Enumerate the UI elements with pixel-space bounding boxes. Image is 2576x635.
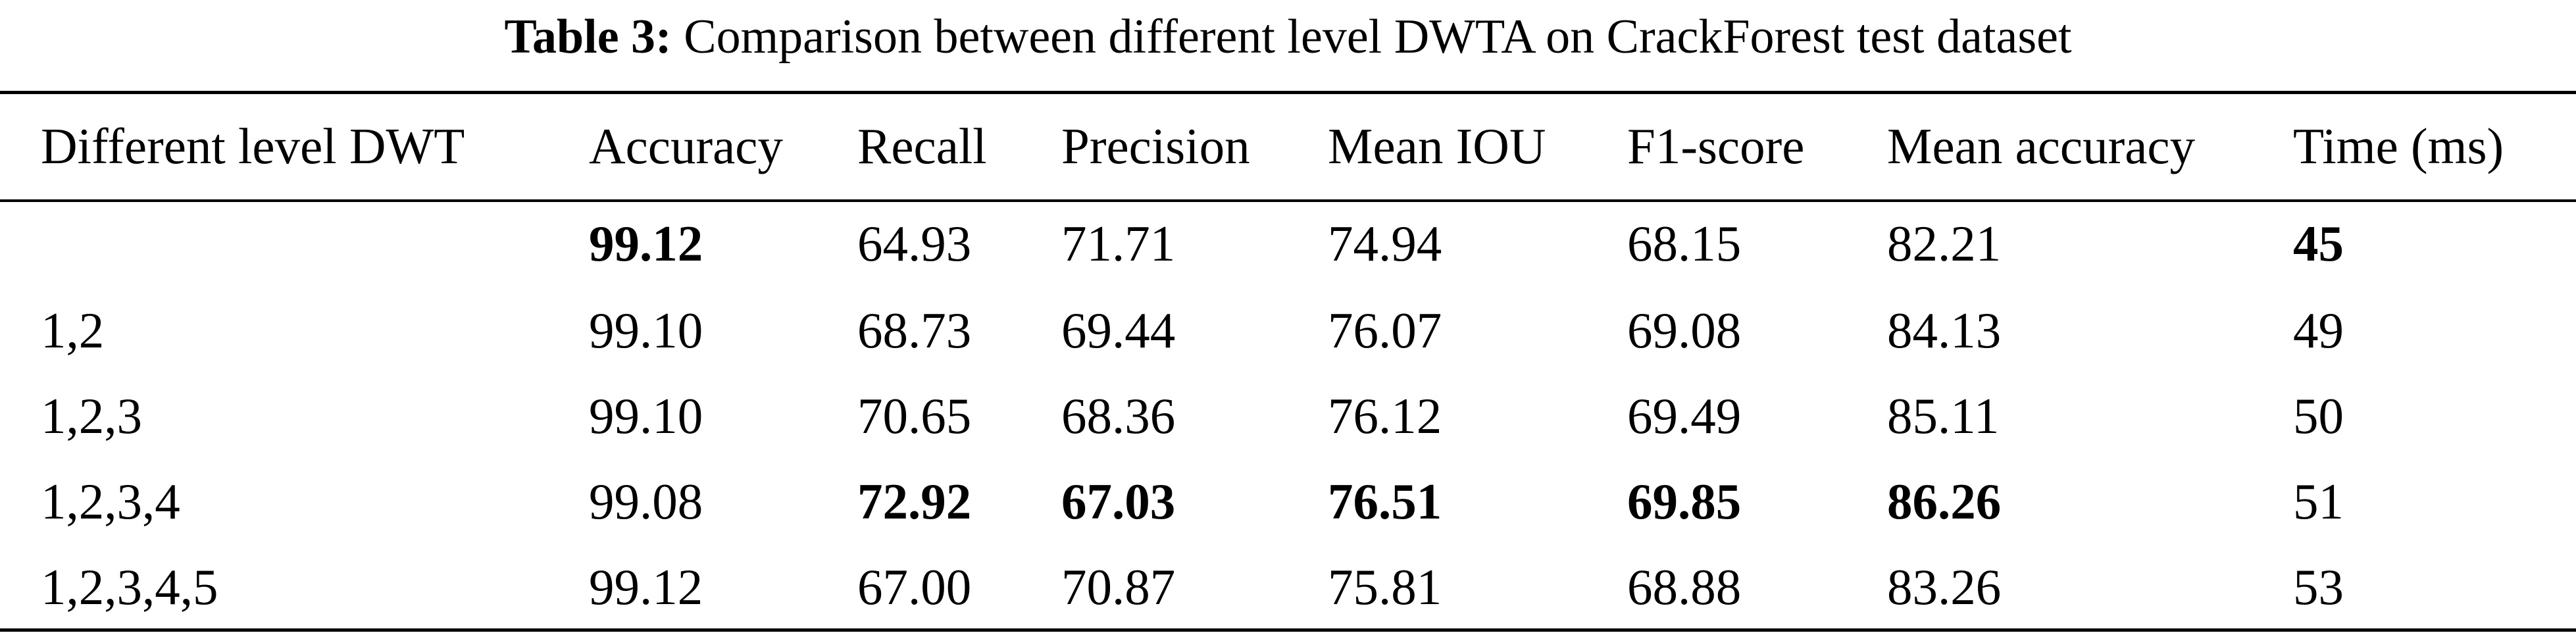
table-cell: 45 bbox=[2293, 215, 2344, 272]
header-cell-mean-iou: Mean IOU bbox=[1328, 117, 1546, 174]
header-cell-accuracy: Accuracy bbox=[589, 117, 783, 174]
table-cell: 76.12 bbox=[1328, 387, 1442, 444]
header-rule bbox=[0, 199, 2576, 202]
caption-label: Table 3: bbox=[504, 10, 672, 64]
top-rule bbox=[0, 91, 2576, 94]
table-cell: 1,2,3 bbox=[41, 387, 142, 444]
table-cell: 99.12 bbox=[589, 215, 703, 272]
caption-text: Comparison between different level DWTA … bbox=[684, 10, 2072, 64]
table-cell: 68.88 bbox=[1627, 558, 1742, 615]
header-cell-mean-accuracy: Mean accuracy bbox=[1887, 117, 2196, 174]
table-cell: 72.92 bbox=[857, 472, 972, 530]
table-cell: 51 bbox=[2293, 472, 2344, 530]
table-cell: 50 bbox=[2293, 387, 2344, 444]
table-cell: 76.51 bbox=[1328, 472, 1442, 530]
table-row: 99.12 64.93 71.71 74.94 68.15 82.21 45 bbox=[0, 199, 2576, 288]
header-cell-recall: Recall bbox=[857, 117, 987, 174]
table-cell: 84.13 bbox=[1887, 301, 2002, 359]
table-cell: 99.10 bbox=[589, 387, 703, 444]
table-cell: 67.03 bbox=[1061, 472, 1176, 530]
header-cell-dwt-level: Different level DWT bbox=[41, 117, 465, 174]
table-cell: 1,2,3,4 bbox=[41, 472, 180, 530]
table-cell: 1,2,3,4,5 bbox=[41, 558, 218, 615]
table-cell: 68.36 bbox=[1061, 387, 1176, 444]
table-cell: 74.94 bbox=[1328, 215, 1442, 272]
table-cell: 76.07 bbox=[1328, 301, 1442, 359]
table-cell: 83.26 bbox=[1887, 558, 2002, 615]
table-cell: 71.71 bbox=[1061, 215, 1176, 272]
table-header: Different level DWT Accuracy Recall Prec… bbox=[0, 94, 2576, 199]
table-row: 1,2,3 99.10 70.65 68.36 76.12 69.49 85.1… bbox=[0, 373, 2576, 459]
table-cell: 64.93 bbox=[857, 215, 972, 272]
table-cell: 68.15 bbox=[1627, 215, 1742, 272]
table-cell bbox=[0, 199, 589, 288]
table-cell: 68.73 bbox=[857, 301, 972, 359]
header-row: Different level DWT Accuracy Recall Prec… bbox=[0, 94, 2576, 199]
table-cell: 82.21 bbox=[1887, 215, 2002, 272]
table-cell: 75.81 bbox=[1328, 558, 1442, 615]
table-cell: 70.87 bbox=[1061, 558, 1176, 615]
table-cell: 67.00 bbox=[857, 558, 972, 615]
table-row: 1,2,3,4 99.08 72.92 67.03 76.51 69.85 86… bbox=[0, 459, 2576, 544]
table-row: 1,2,3,4,5 99.12 67.00 70.87 75.81 68.88 … bbox=[0, 544, 2576, 630]
table-cell: 99.12 bbox=[589, 558, 703, 615]
header-cell-f1-score: F1-score bbox=[1627, 117, 1805, 174]
table-cell: 86.26 bbox=[1887, 472, 2002, 530]
header-cell-time: Time (ms) bbox=[2293, 117, 2504, 174]
table-cell: 85.11 bbox=[1887, 387, 2000, 444]
table-body: 99.12 64.93 71.71 74.94 68.15 82.21 45 1… bbox=[0, 199, 2576, 630]
table-row: 1,2 99.10 68.73 69.44 76.07 69.08 84.13 … bbox=[0, 288, 2576, 373]
table-cell: 70.65 bbox=[857, 387, 972, 444]
table-cell: 99.08 bbox=[589, 472, 703, 530]
table-caption: Table 3: Comparison between different le… bbox=[0, 0, 2576, 74]
results-table: Different level DWT Accuracy Recall Prec… bbox=[0, 94, 2576, 630]
table-cell: 49 bbox=[2293, 301, 2344, 359]
table-cell: 99.10 bbox=[589, 301, 703, 359]
table-cell: 69.85 bbox=[1627, 472, 1742, 530]
header-cell-precision: Precision bbox=[1061, 117, 1250, 174]
table-cell: 1,2 bbox=[41, 301, 105, 359]
table-cell: 69.44 bbox=[1061, 301, 1176, 359]
table-cell: 69.08 bbox=[1627, 301, 1742, 359]
table-cell: 69.49 bbox=[1627, 387, 1742, 444]
table-cell: 53 bbox=[2293, 558, 2344, 615]
bottom-rule bbox=[0, 628, 2576, 632]
